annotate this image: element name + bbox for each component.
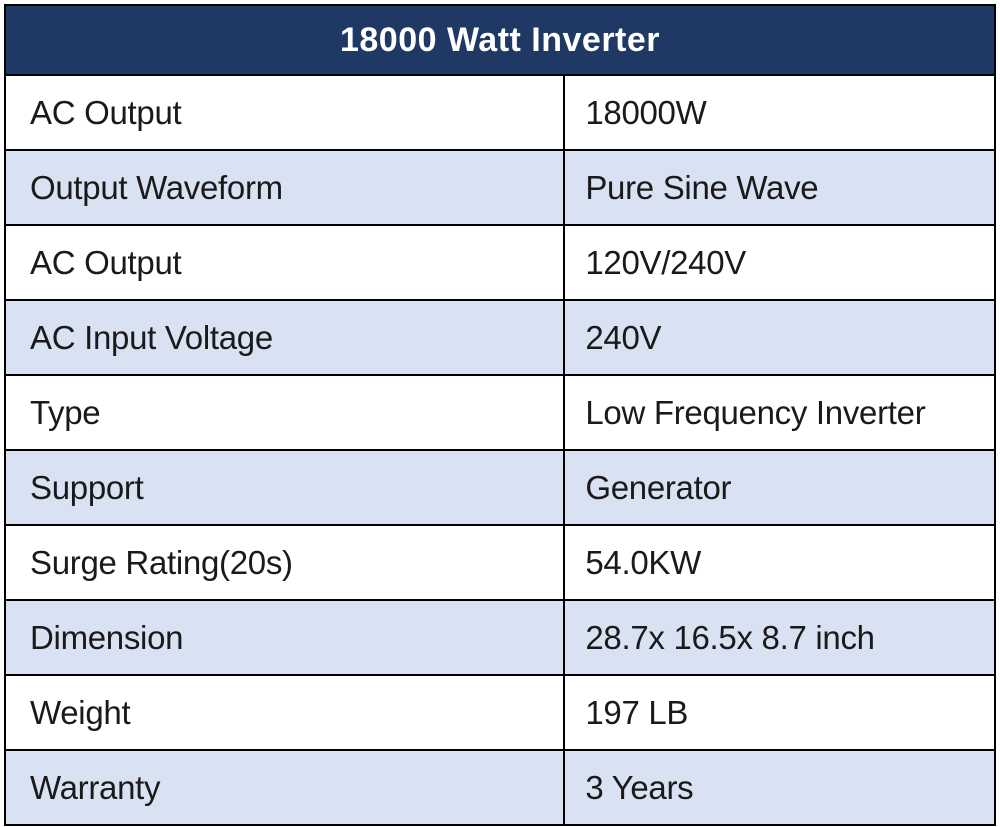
spec-value: 3 Years [563,749,996,826]
spec-label: Weight [3,674,566,751]
spec-label: Support [3,449,566,526]
spec-value: 240V [563,299,996,376]
table-body: AC Output 18000W Output Waveform Pure Sine … [3,74,996,826]
table-row: AC Input Voltage 240V [3,299,996,376]
spec-value: 120V/240V [563,224,996,301]
table-row: AC Output 18000W [3,74,996,151]
spec-value: 18000W [563,74,996,151]
spec-label: AC Output [3,74,566,151]
table-title: 18000 Watt Inverter [4,4,996,76]
spec-label: Surge Rating(20s) [3,524,566,601]
spec-label: AC Input Voltage [3,299,566,376]
table-row: Dimension 28.7x 16.5x 8.7 inch [3,599,996,676]
spec-label: Warranty [3,749,566,826]
spec-label: AC Output [3,224,566,301]
table-row: Warranty 3 Years [3,749,996,826]
table-row: Surge Rating(20s) 54.0KW [3,524,996,601]
table-row: Type Low Frequency Inverter [3,374,996,451]
spec-value: 28.7x 16.5x 8.7 inch [563,599,996,676]
table-row: AC Output 120V/240V [3,224,996,301]
table-header-row: 18000 Watt Inverter [4,4,996,76]
spec-label: Dimension [3,599,566,676]
spec-value: Low Frequency Inverter [563,374,996,451]
spec-label: Output Waveform [3,149,566,226]
inverter-spec-table: 18000 Watt Inverter AC Output 18000W Outpu… [3,4,996,826]
spec-label: Type [3,374,566,451]
spec-value: 197 LB [563,674,996,751]
spec-value: Pure Sine Wave [563,149,996,226]
spec-value: Generator [563,449,996,526]
table-row: Support Generator [3,449,996,526]
spec-value: 54.0KW [563,524,996,601]
table-row: Output Waveform Pure Sine Wave [3,149,996,226]
table-row: Weight 197 LB [3,674,996,751]
